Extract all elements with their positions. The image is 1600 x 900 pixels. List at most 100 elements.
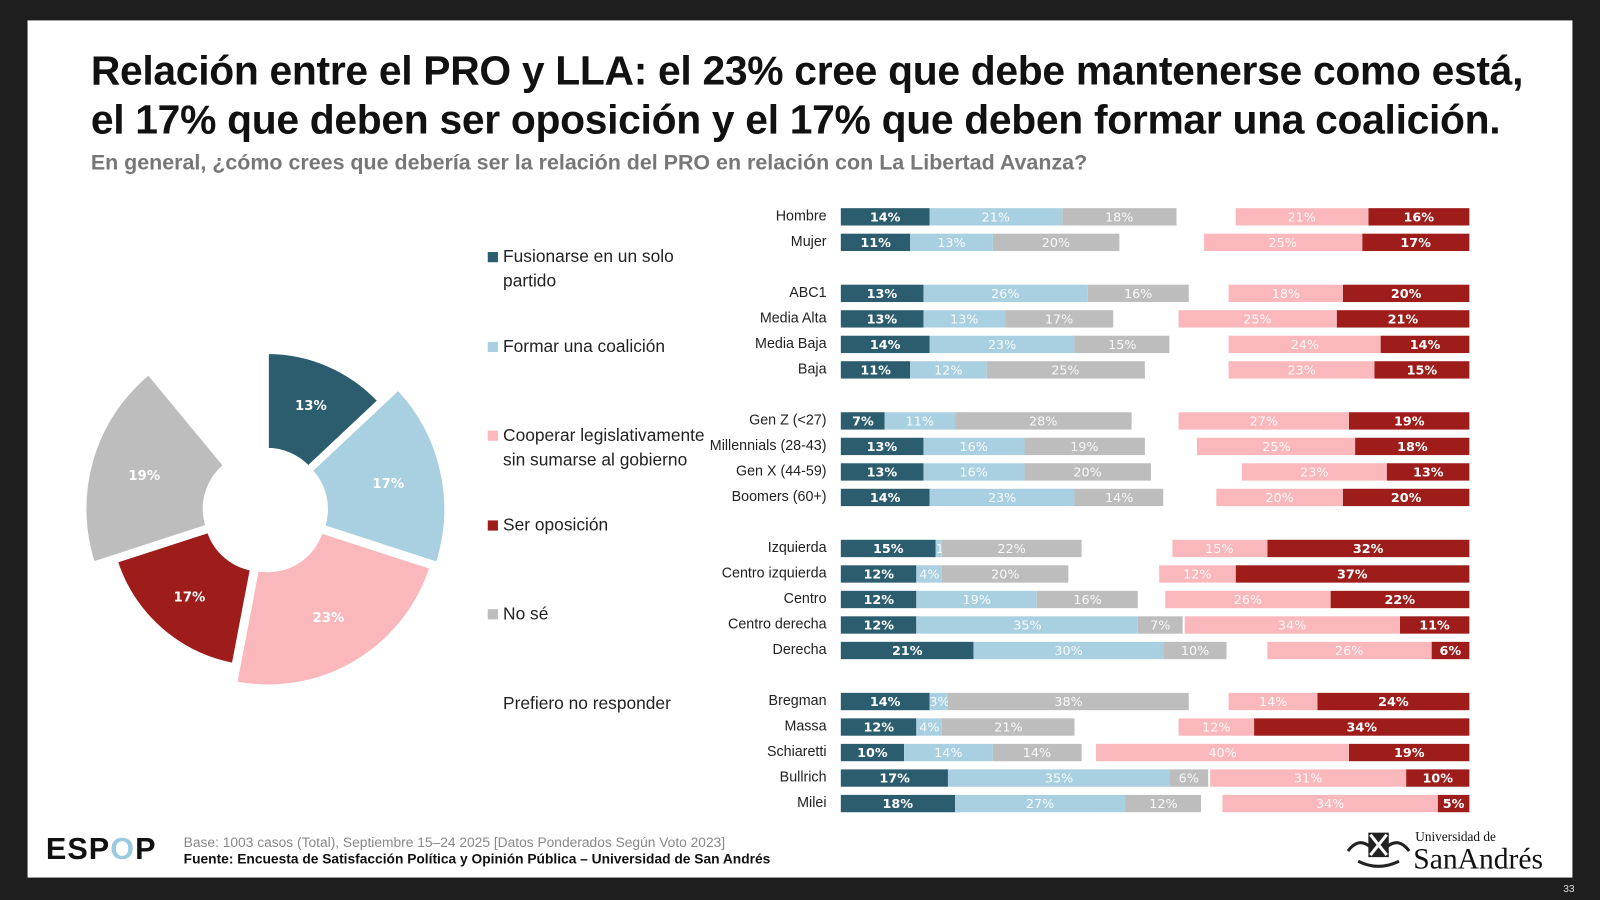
- bar-segment-oposicion: 5%: [1437, 794, 1470, 813]
- pie-label: 13%: [295, 399, 327, 414]
- row-label: Bullrich: [779, 768, 827, 785]
- legend-item-coalicion: Formar una coalición: [487, 335, 707, 359]
- bar-segment-cooperar: 40%: [1096, 743, 1350, 762]
- bar-segment-nose: 21%: [942, 718, 1075, 736]
- bar-segment-coalicion: 4%: [916, 718, 943, 736]
- bar-segment-oposicion: 13%: [1387, 463, 1470, 481]
- row-label: Millennials (28-43): [709, 436, 827, 454]
- bar-segment-cooperar: 14%: [1228, 692, 1318, 711]
- bar-segment-coalicion: 4%: [916, 565, 943, 583]
- pie-slice-fusionarse: [265, 350, 382, 470]
- page-number: 33: [1563, 883, 1575, 895]
- bar-segment-nose: 22%: [942, 539, 1082, 558]
- legend-swatch: [487, 430, 498, 441]
- bar-segment-fusionarse: 13%: [840, 284, 924, 303]
- bar-segment-fusionarse: 12%: [840, 590, 917, 609]
- bar-segment-nose: 19%: [1024, 437, 1145, 456]
- row-label: Izquierda: [767, 538, 827, 556]
- legend-item-oposicion: Ser oposición: [487, 513, 707, 537]
- row-label: Centro izquierda: [721, 564, 827, 581]
- bar-segment-oposicion: 17%: [1361, 233, 1470, 252]
- bar-segment-nose: 12%: [1125, 794, 1202, 813]
- legend-swatch: [487, 252, 498, 263]
- bar-segment-cooperar: 34%: [1222, 794, 1438, 813]
- bar-segment-oposicion: 20%: [1342, 284, 1470, 303]
- bar-segment-nose: 20%: [992, 233, 1120, 252]
- row-label: Media Baja: [755, 334, 827, 352]
- row-label: Boomers (60+): [731, 487, 827, 505]
- bar-segment-coalicion: 16%: [923, 463, 1025, 481]
- legend-item-prefiero: Prefiero no responder: [487, 692, 707, 716]
- bar-segment-nose: 20%: [1024, 463, 1151, 481]
- bar-segment-oposicion: 24%: [1317, 692, 1470, 711]
- bar-segment-nose: 18%: [1062, 208, 1177, 226]
- bar-segment-oposicion: 16%: [1368, 208, 1470, 226]
- legend-label: Fusionarse en un solo partido: [503, 246, 674, 291]
- footer-source: Fuente: Encuesta de Satisfacción Polític…: [183, 851, 771, 867]
- bar-segment-fusionarse: 14%: [840, 208, 930, 226]
- legend-swatch: [487, 341, 498, 353]
- bar-segment-cooperar: 26%: [1165, 590, 1331, 609]
- pie-label: 23%: [313, 611, 345, 626]
- bar-segment-fusionarse: 17%: [840, 769, 949, 787]
- bar-segment-oposicion: 22%: [1330, 590, 1470, 609]
- bar-chart: Hombre 14% 21% 18% 16% 21% Mujer 11% 13% 20% 17% 25…: [28, 20, 1573, 877]
- row-label: Mujer: [790, 232, 827, 249]
- bar-segment-fusionarse: 7%: [840, 412, 886, 430]
- bar-segment-cooperar: 26%: [1266, 641, 1432, 660]
- bar-segment-coalicion: 19%: [916, 590, 1037, 609]
- legend-swatch: [487, 520, 498, 531]
- bar-segment-nose: 20%: [942, 565, 1069, 583]
- bar-segment-cooperar: 24%: [1228, 335, 1381, 354]
- row-label: Hombre: [775, 207, 827, 224]
- pie-chart: 13% 17% 23% 17% 19%: [83, 350, 448, 688]
- bar-segment-cooperar: 27%: [1178, 412, 1350, 430]
- bar-segment-cooperar: 12%: [1159, 565, 1236, 583]
- bar-segment-coalicion: 16%: [923, 437, 1025, 456]
- legend-label: Formar una coalición: [503, 336, 666, 357]
- bar-segment-oposicion: 19%: [1349, 412, 1470, 430]
- espop-logo: ESPOP: [45, 832, 157, 867]
- bar-segment-nose: 14%: [992, 743, 1082, 762]
- bar-segment-fusionarse: 14%: [840, 488, 930, 507]
- row-label: Media Alta: [759, 309, 827, 326]
- bar-segment-nose: 6%: [1169, 769, 1208, 787]
- row-label: Derecha: [772, 640, 827, 658]
- footer-base: Base: 1003 casos (Total), Septiembre 15–…: [183, 834, 726, 850]
- bar-segment-coalicion: 23%: [929, 488, 1075, 507]
- bar-segment-fusionarse: 13%: [840, 463, 924, 481]
- bar-segment-fusionarse: 13%: [840, 437, 924, 456]
- legend-label: Cooperar legislativamente sin sumarse al…: [503, 425, 705, 470]
- legend-swatch: [487, 698, 498, 710]
- bar-segment-coalicion: 35%: [916, 616, 1139, 634]
- bar-segment-fusionarse: 14%: [840, 692, 930, 711]
- pie-slice-nose: [83, 371, 227, 565]
- row-label: Schiaretti: [766, 742, 827, 760]
- bar-segment-oposicion: 34%: [1254, 718, 1470, 736]
- row-label: Baja: [797, 360, 827, 377]
- row-label: Centro: [783, 589, 827, 607]
- bar-segment-coalicion: 14%: [904, 743, 993, 762]
- bar-segment-coalicion: 35%: [948, 769, 1170, 787]
- bar-segment-oposicion: 10%: [1406, 769, 1470, 787]
- bar-segment-cooperar: 25%: [1178, 310, 1337, 328]
- legend-label: No sé: [503, 604, 549, 624]
- bar-segment-coalicion: 26%: [923, 284, 1088, 303]
- row-label: Massa: [784, 717, 827, 734]
- bar-segment-nose: 38%: [948, 692, 1189, 711]
- bar-segment-oposicion: 32%: [1266, 539, 1470, 558]
- bar-segment-cooperar: 20%: [1216, 488, 1343, 507]
- svg-text:Universidad de: Universidad de: [1415, 829, 1496, 844]
- legend-label: Ser oposición: [503, 515, 609, 535]
- row-label: Gen Z (<27): [749, 411, 827, 428]
- bar-segment-oposicion: 14%: [1380, 335, 1470, 354]
- bar-segment-coalicion: 21%: [929, 208, 1063, 226]
- bar-segment-oposicion: 21%: [1336, 310, 1470, 328]
- bar-segment-fusionarse: 11%: [840, 233, 911, 252]
- bar-segment-fusionarse: 12%: [840, 565, 917, 583]
- bar-segment-fusionarse: 14%: [840, 335, 930, 354]
- bar-segment-oposicion: 11%: [1399, 616, 1470, 634]
- page-subtitle: En general, ¿cómo crees que debería ser …: [90, 151, 1088, 175]
- row-label: Bregman: [768, 691, 827, 709]
